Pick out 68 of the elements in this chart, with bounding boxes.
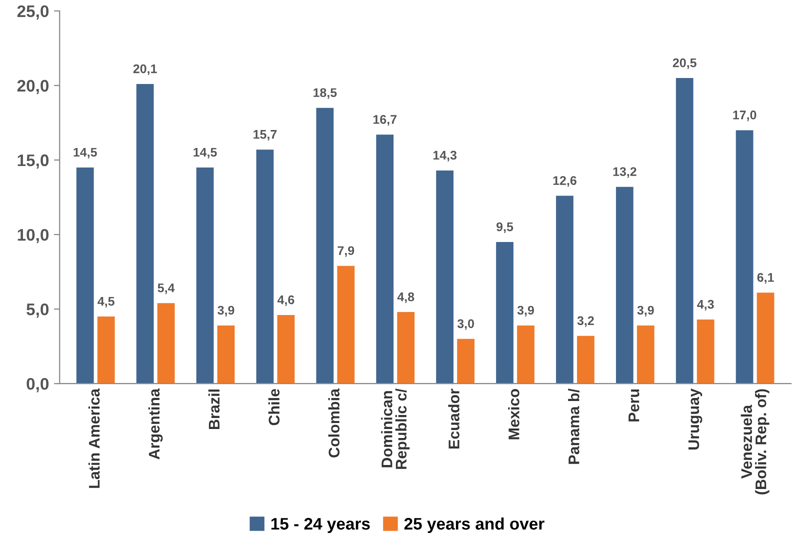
bar bbox=[256, 150, 274, 384]
x-tick-label: Peru bbox=[628, 389, 640, 422]
bar bbox=[217, 325, 235, 384]
x-tick-label: Venezuela (Boliv. Rep. of) bbox=[740, 389, 770, 494]
x-tick-label: Panama b/ bbox=[568, 388, 580, 464]
data-label: 20,5 bbox=[672, 58, 696, 70]
data-label: 15,7 bbox=[254, 130, 277, 141]
data-label: 3,0 bbox=[457, 319, 474, 330]
data-label: 3,9 bbox=[517, 306, 534, 316]
bar bbox=[376, 134, 394, 384]
data-label: 13,2 bbox=[613, 167, 636, 178]
data-label: 14,3 bbox=[433, 150, 457, 162]
x-tick-label: Latin America bbox=[88, 388, 100, 488]
x-tick-label: Ecuador bbox=[448, 388, 460, 449]
y-tick-label: 10,0 bbox=[18, 228, 49, 244]
x-tick-label: Colombia bbox=[328, 388, 340, 458]
bar bbox=[577, 336, 594, 384]
data-label: 3,9 bbox=[218, 306, 234, 316]
legend-label: 15 - 24 years bbox=[271, 518, 370, 533]
x-tick-label: Mexico bbox=[508, 389, 520, 440]
y-tick-label: 20,0 bbox=[17, 80, 49, 94]
data-label: 6,1 bbox=[757, 273, 774, 284]
bar bbox=[337, 266, 355, 384]
bar bbox=[696, 320, 714, 384]
bar bbox=[636, 325, 654, 384]
y-tick-label: 25,0 bbox=[17, 5, 49, 20]
bar bbox=[436, 170, 454, 384]
x-tick-label: Brazil bbox=[208, 390, 220, 430]
data-label: 9,5 bbox=[496, 222, 514, 234]
data-label: 4,3 bbox=[697, 300, 714, 311]
bar bbox=[277, 315, 295, 384]
bar bbox=[496, 242, 514, 384]
data-label: 3,2 bbox=[577, 316, 594, 327]
bar bbox=[616, 186, 634, 384]
bar bbox=[76, 167, 94, 384]
data-label: 20,1 bbox=[133, 64, 157, 76]
data-label: 3,9 bbox=[637, 306, 654, 316]
data-label: 14,5 bbox=[74, 148, 97, 158]
data-label: 4,8 bbox=[397, 292, 414, 304]
data-label: 16,7 bbox=[373, 115, 396, 126]
bar bbox=[756, 292, 774, 384]
bar bbox=[196, 167, 214, 384]
bar bbox=[316, 108, 334, 384]
x-tick-label: Dominican Republic c/ bbox=[381, 388, 410, 469]
y-tick-label: 5,0 bbox=[26, 303, 49, 318]
data-label: 17,0 bbox=[733, 110, 756, 122]
data-label: 5,4 bbox=[158, 284, 175, 294]
y-tick-label: 0,0 bbox=[26, 378, 49, 392]
data-label: 4,6 bbox=[277, 295, 294, 306]
bar bbox=[556, 196, 574, 384]
bar bbox=[676, 78, 694, 384]
bar bbox=[457, 338, 474, 384]
data-label: 14,5 bbox=[194, 148, 217, 158]
bar bbox=[736, 130, 754, 384]
y-tick-label: 15,0 bbox=[18, 154, 49, 169]
x-tick-label: Argentina bbox=[148, 388, 163, 460]
bar bbox=[517, 325, 534, 384]
data-label: 7,9 bbox=[338, 246, 354, 257]
legend-label: 25 years and over bbox=[404, 517, 544, 533]
bar bbox=[97, 316, 115, 384]
data-label: 4,5 bbox=[98, 297, 114, 308]
data-label: 12,6 bbox=[553, 176, 576, 187]
bar bbox=[397, 312, 415, 384]
bar bbox=[157, 303, 175, 384]
data-label: 18,5 bbox=[314, 88, 337, 99]
x-tick-label: Chile bbox=[268, 388, 280, 426]
x-tick-label: Uruguay bbox=[688, 388, 702, 450]
bar bbox=[136, 84, 154, 384]
